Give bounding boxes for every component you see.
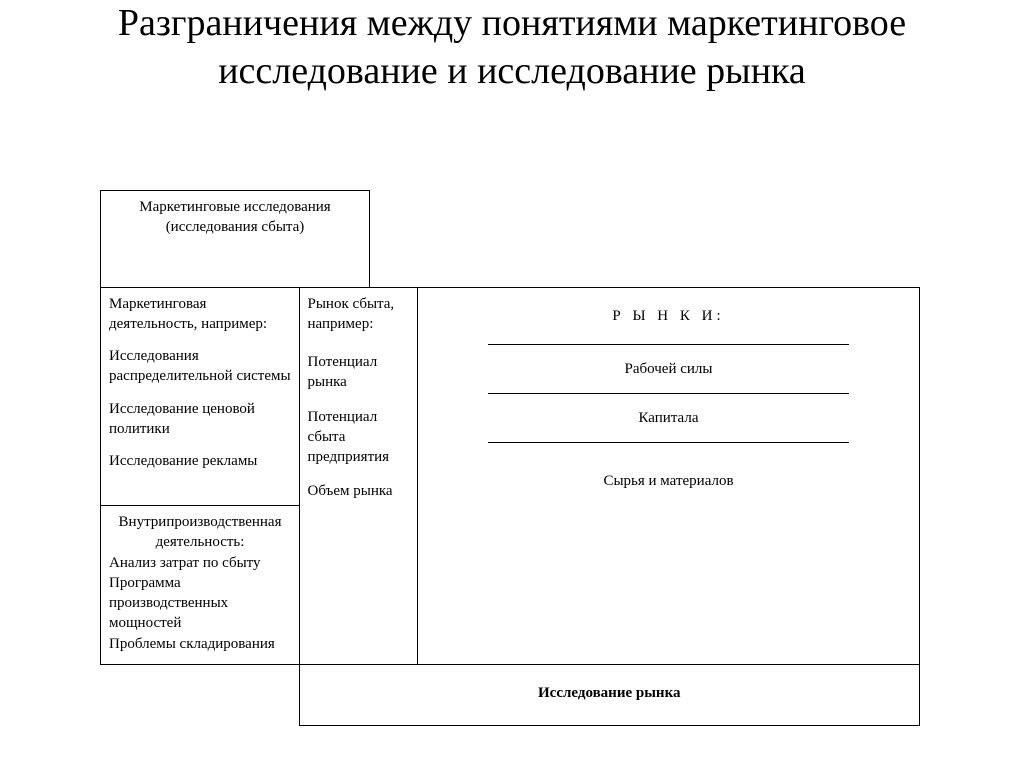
mid-l1: Рынок сбыта, например: [308,294,410,335]
leftA-l4: Исследование рекламы [109,451,291,471]
box-market-research-bottom: Исследование рынка [299,664,921,726]
leftB-l1: Внутрипроизводственная деятельность: [109,512,291,553]
box-markets: Р Ы Н К И: Рабочей силы Капитала Сырья и… [417,287,920,666]
leftB-l2: Анализ затрат по сбыту [109,553,291,573]
markets-m3: Сырья и материалов [488,443,849,519]
leftB-l4: Проблемы складирования [109,634,291,654]
mid-l2: Потенциал рынка [308,352,410,393]
box-marketing-activity: Маркетинговая деятельность, например: Ис… [100,287,300,507]
page-title: Разграничения между понятиями маркетинго… [0,0,1024,95]
markets-header: Р Ы Н К И: [418,288,919,344]
markets-m1: Рабочей силы [488,345,849,393]
mid-l4: Объем рынка [308,481,410,501]
leftB-l3: Программа производственных мощностей [109,573,291,634]
diagram: Маркетинговые исследования (исследования… [100,190,920,730]
leftA-l3: Исследование ценовой политики [109,399,291,440]
box-sales-market: Рынок сбыта, например: Потенциал рынка П… [299,287,419,666]
topbox-line1: Маркетинговые исследования [109,197,361,217]
leftA-l1: Маркетинговая деятельность, например: [109,294,291,335]
markets-m2: Капитала [488,394,849,442]
bottom-label: Исследование рынка [300,665,920,721]
topbox-line2: (исследования сбыта) [109,217,361,237]
leftA-l2: Исследования распределительной системы [109,346,291,387]
mid-l3: Потенциал сбыта предприятия [308,407,410,468]
box-marketing-research-top: Маркетинговые исследования (исследования… [100,190,370,288]
box-internal-activity: Внутрипроизводственная деятельность: Ана… [100,505,300,665]
